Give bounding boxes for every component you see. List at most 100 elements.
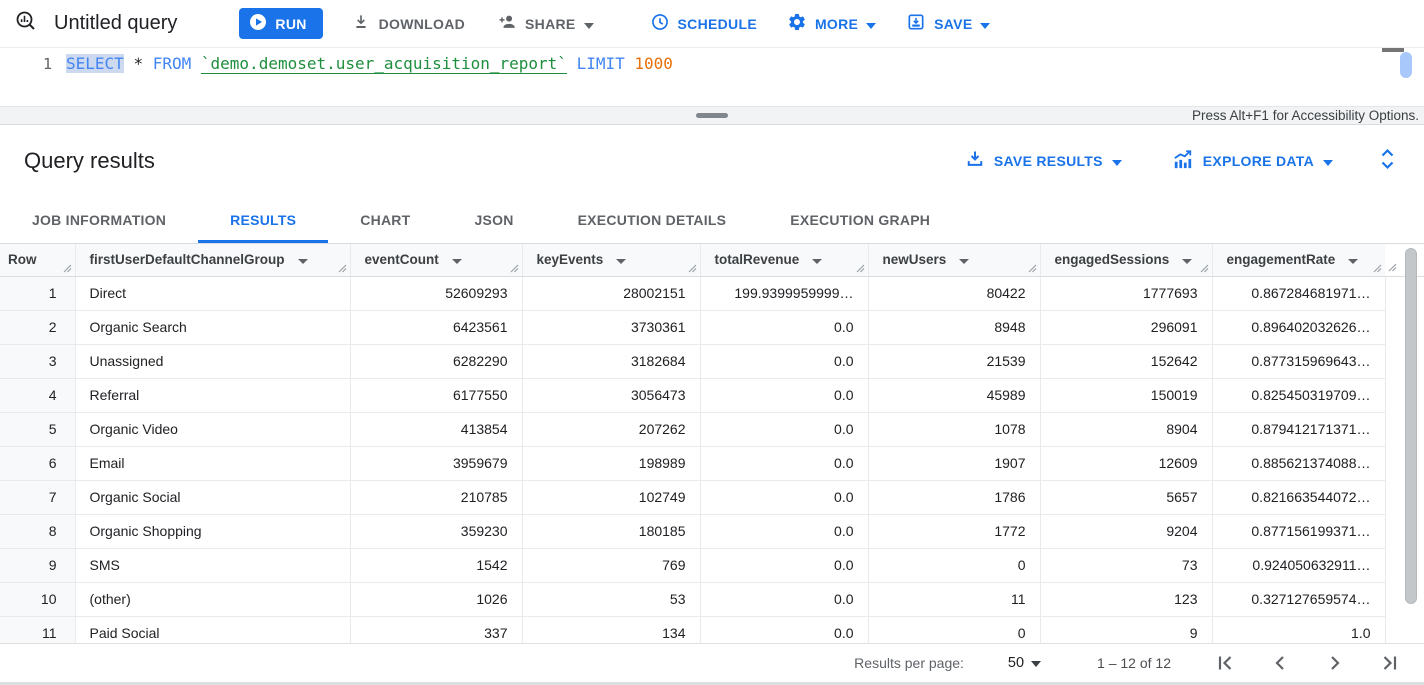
table-cell: 21539 <box>868 344 1041 379</box>
tab-chart[interactable]: CHART <box>328 196 442 243</box>
sql-editor[interactable]: 1 SELECT * FROM `demo.demoset.user_acqui… <box>0 48 1424 106</box>
save-button[interactable]: SAVE <box>906 12 991 35</box>
table-row: 3 Unassigned 6282290 3182684 0.0 21539 152642 0… <box>0 344 1386 379</box>
column-resize-grip-icon[interactable] <box>1028 264 1037 273</box>
table-cell: 0.0 <box>700 480 869 515</box>
column-resize-grip-icon[interactable] <box>856 264 865 273</box>
table-cell: Direct <box>75 276 351 311</box>
row-number-cell: 1 <box>0 276 76 311</box>
column-header-engagementRate[interactable]: engagementRate <box>1212 244 1386 277</box>
clock-icon <box>650 12 670 35</box>
table-cell: 0.924050632911… <box>1212 548 1386 583</box>
table-vertical-scrollbar[interactable] <box>1405 248 1417 604</box>
table-cell: 1.0 <box>1212 616 1386 643</box>
table-row: 11 Paid Social 337 134 0.0 0 9 1.0 <box>0 616 1386 643</box>
save-results-button[interactable]: SAVE RESULTS <box>965 149 1122 172</box>
run-button[interactable]: RUN <box>239 8 323 39</box>
previous-page-button[interactable] <box>1268 651 1292 675</box>
column-resize-grip-icon[interactable] <box>1388 263 1397 272</box>
table-cell: Organic Shopping <box>75 514 351 549</box>
table-cell: Organic Social <box>75 480 351 515</box>
column-resize-grip-icon[interactable] <box>1373 264 1382 273</box>
more-button[interactable]: MORE <box>787 12 877 35</box>
table-cell: 53 <box>522 582 701 617</box>
column-header-firstUserDefaultChannelGroup[interactable]: firstUserDefaultChannelGroup <box>75 244 351 277</box>
column-header-totalRevenue[interactable]: totalRevenue <box>700 244 869 277</box>
tab-job-information[interactable]: JOB INFORMATION <box>0 196 198 243</box>
next-page-button[interactable] <box>1323 651 1347 675</box>
chevron-down-icon <box>1323 153 1333 169</box>
column-resize-grip-icon[interactable] <box>63 264 72 273</box>
table-cell: 337 <box>350 616 523 643</box>
table-cell: 8904 <box>1040 412 1213 447</box>
table-cell: 1786 <box>868 480 1041 515</box>
table-cell: 1777693 <box>1040 276 1213 311</box>
tab-results[interactable]: RESULTS <box>198 196 328 243</box>
table-cell: 0.0 <box>700 582 869 617</box>
expand-collapse-panel-button[interactable] <box>1379 147 1396 174</box>
editor-scrollbar[interactable] <box>1400 52 1412 78</box>
sql-star: * <box>133 54 144 73</box>
column-menu-caret-icon[interactable] <box>616 259 627 265</box>
gear-icon <box>787 12 807 35</box>
table-cell: 0.0 <box>700 514 869 549</box>
share-button[interactable]: SHARE <box>497 12 594 35</box>
column-menu-caret-icon[interactable] <box>297 259 308 265</box>
column-header-keyEvents[interactable]: keyEvents <box>522 244 701 277</box>
sql-code-line[interactable]: SELECT * FROM `demo.demoset.user_acquisi… <box>66 54 673 73</box>
column-menu-caret-icon[interactable] <box>1182 259 1193 265</box>
table-cell: 9 <box>1040 616 1213 643</box>
chart-insights-icon <box>1172 149 1194 172</box>
accessibility-hint: Press Alt+F1 for Accessibility Options. <box>1192 108 1419 123</box>
tab-json[interactable]: JSON <box>442 196 545 243</box>
chevron-down-icon <box>1111 153 1122 169</box>
first-page-button[interactable] <box>1213 651 1237 675</box>
table-cell: 0 <box>868 616 1041 643</box>
row-number-cell: 4 <box>0 378 76 413</box>
table-cell: 152642 <box>1040 344 1213 379</box>
table-cell: 1026 <box>350 582 523 617</box>
column-menu-caret-icon[interactable] <box>1348 259 1359 265</box>
column-resize-grip-icon[interactable] <box>338 264 347 273</box>
column-resize-grip-icon[interactable] <box>688 264 697 273</box>
download-icon <box>351 12 371 35</box>
sql-table-reference[interactable]: `demo.demoset.user_acquisition_report` <box>200 54 567 73</box>
page-size-select[interactable]: 50 <box>1008 655 1042 671</box>
table-cell: 123 <box>1040 582 1213 617</box>
table-cell: Email <box>75 446 351 481</box>
chevron-down-icon <box>1031 655 1042 671</box>
query-title[interactable]: Untitled query <box>54 12 178 34</box>
schedule-button[interactable]: SCHEDULE <box>650 12 757 35</box>
column-resize-grip-icon[interactable] <box>510 264 519 273</box>
table-row: 1 Direct 52609293 28002151 199.9399959999… 80… <box>0 276 1386 311</box>
column-header-engagedSessions[interactable]: engagedSessions <box>1040 244 1213 277</box>
column-header-eventCount[interactable]: eventCount <box>350 244 523 277</box>
column-menu-caret-icon[interactable] <box>451 259 462 265</box>
column-menu-caret-icon[interactable] <box>812 259 823 265</box>
table-row: 4 Referral 6177550 3056473 0.0 45989 150019 0.8… <box>0 378 1386 413</box>
splitter-drag-handle[interactable] <box>696 113 728 118</box>
last-page-button[interactable] <box>1378 651 1402 675</box>
column-resize-grip-icon[interactable] <box>1200 264 1209 273</box>
download-button[interactable]: DOWNLOAD <box>351 12 465 35</box>
column-header-newUsers[interactable]: newUsers <box>868 244 1041 277</box>
table-cell: SMS <box>75 548 351 583</box>
table-cell: 12609 <box>1040 446 1213 481</box>
save-label: SAVE <box>934 15 973 32</box>
table-cell: 0.877315969643… <box>1212 344 1386 379</box>
row-number-cell: 11 <box>0 616 76 643</box>
tab-execution-details[interactable]: EXECUTION DETAILS <box>546 196 759 243</box>
share-label: SHARE <box>525 15 576 32</box>
table-cell: 150019 <box>1040 378 1213 413</box>
editor-scroll-corner <box>1382 48 1404 52</box>
chevron-down-icon <box>866 16 877 32</box>
sql-keyword-limit: LIMIT <box>576 54 625 73</box>
tab-execution-graph[interactable]: EXECUTION GRAPH <box>758 196 962 243</box>
table-cell: 180185 <box>522 514 701 549</box>
query-editor-toolbar: Untitled query RUN DOWNLOAD SHARE <box>0 0 1424 48</box>
download-label: DOWNLOAD <box>378 15 466 32</box>
explore-data-button[interactable]: EXPLORE DATA <box>1172 149 1333 172</box>
save-icon <box>906 12 926 35</box>
table-cell: 1542 <box>350 548 523 583</box>
column-menu-caret-icon[interactable] <box>959 259 970 265</box>
